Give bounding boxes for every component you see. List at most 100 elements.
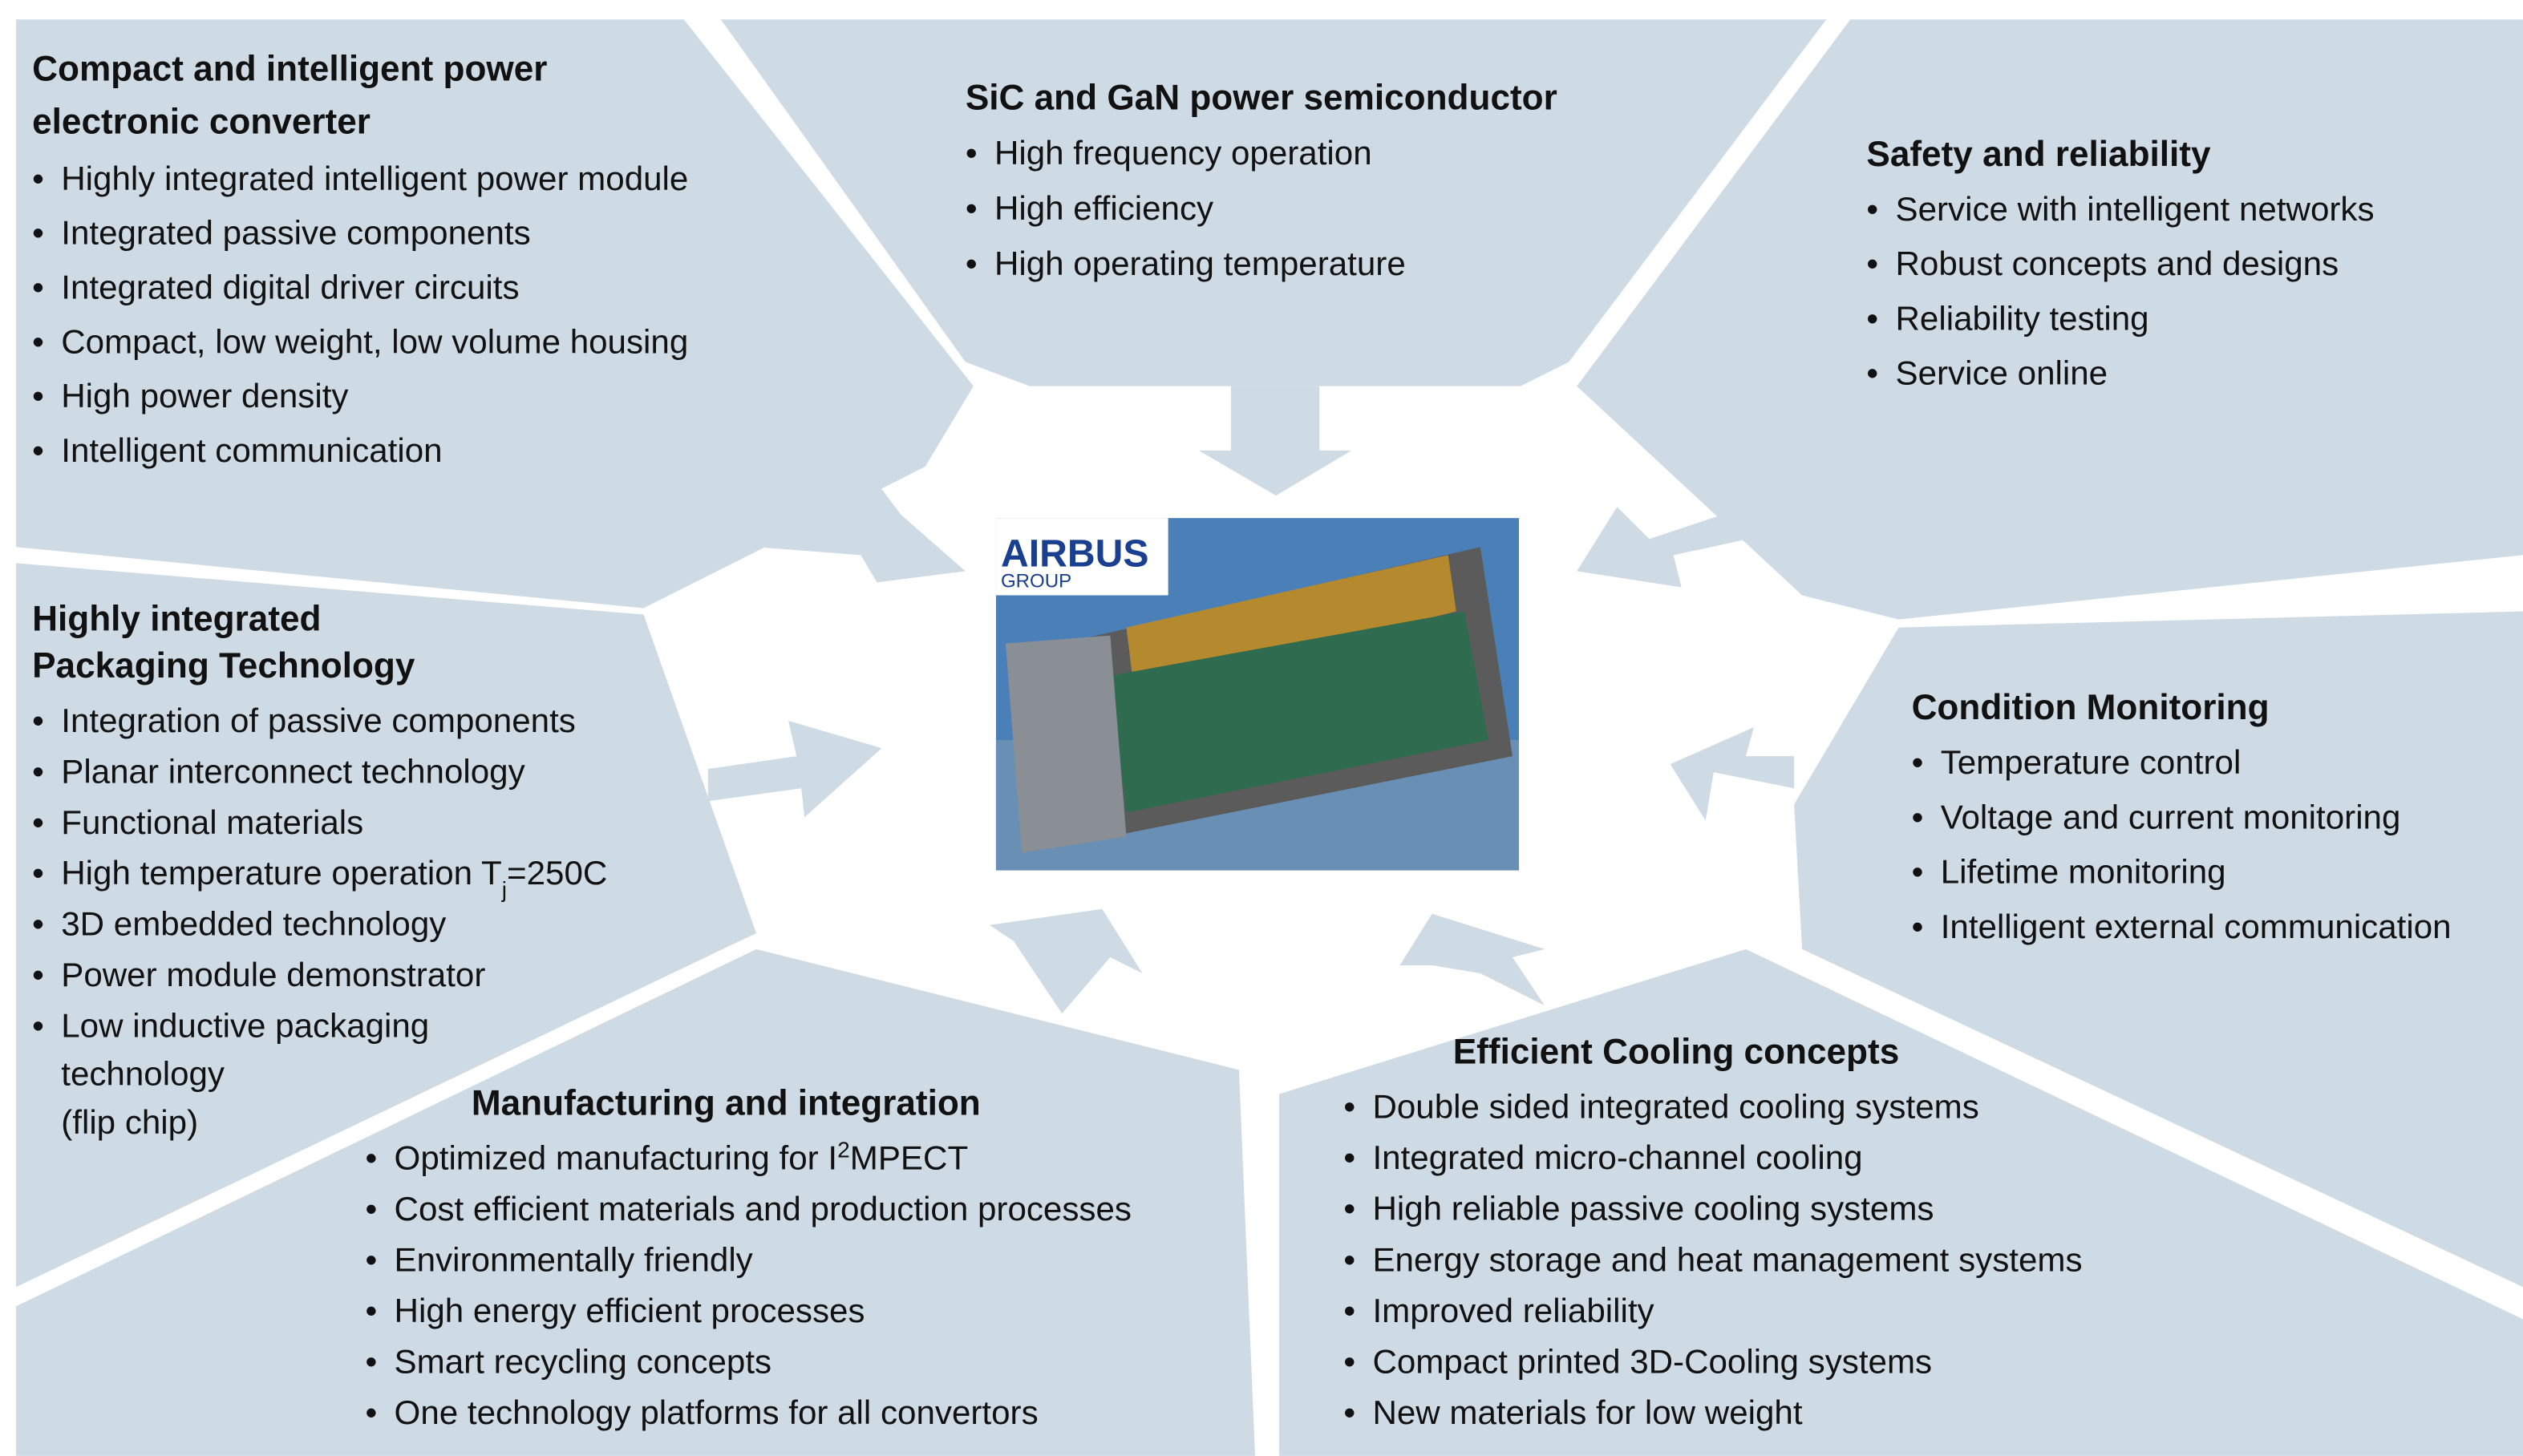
bullet: •	[1343, 1292, 1355, 1329]
bullet-item: High operating temperature	[994, 245, 1406, 282]
page: AIRBUS GROUP Compact and intelligent pow…	[0, 0, 2523, 1456]
panel-title: Compact and intelligent power	[32, 49, 547, 88]
panel-title: Condition Monitoring	[1912, 688, 2270, 727]
bullet-item: Cost efficient materials and production …	[395, 1190, 1132, 1227]
bullet-item: Service online	[1896, 354, 2108, 392]
bullet: •	[1866, 245, 1878, 282]
bullet: •	[32, 1006, 44, 1044]
bullet: •	[1912, 798, 1924, 835]
panel-title: Efficient Cooling concepts	[1453, 1032, 1900, 1071]
bullet-item: Reliability testing	[1896, 299, 2149, 337]
bullet-item: Service with intelligent networks	[1896, 190, 2375, 228]
subscript: j	[501, 877, 507, 902]
bullet-item: Robust concepts and designs	[1896, 245, 2339, 282]
bullet: •	[1343, 1393, 1355, 1431]
bullet-item: 3D embedded technology	[61, 905, 446, 943]
bullet-item: Functional materials	[61, 803, 363, 841]
arrow	[1199, 386, 1352, 495]
bullet-item: Improved reliability	[1372, 1292, 1654, 1329]
bullet: •	[1912, 853, 1924, 891]
arrow	[990, 909, 1143, 1013]
bullet: •	[365, 1139, 377, 1177]
bullet-item: Intelligent external communication	[1941, 908, 2452, 945]
bullet-item: Power module demonstrator	[61, 956, 485, 993]
bullet: •	[966, 189, 978, 227]
bullet-item: technology	[61, 1055, 225, 1093]
panel-title: Manufacturing and integration	[472, 1084, 981, 1123]
bullet-item: Optimized manufacturing for I2MPECT	[395, 1137, 969, 1177]
bullet: •	[32, 160, 44, 197]
bullet: •	[365, 1342, 377, 1380]
bullet-item: Voltage and current monitoring	[1941, 798, 2401, 835]
bullet: •	[32, 854, 44, 892]
bullet-item: Integration of passive components	[61, 702, 576, 739]
arrow	[1671, 727, 1794, 820]
bullet-item: High energy efficient processes	[395, 1292, 865, 1329]
bullet: •	[32, 702, 44, 739]
diagram: AIRBUS GROUP Compact and intelligent pow…	[0, 0, 2523, 1456]
bullet-item: High power density	[61, 377, 348, 415]
bullet-item: Environmentally friendly	[395, 1241, 753, 1279]
bullet-item: High frequency operation	[994, 134, 1372, 172]
bullet-item: Smart recycling concepts	[395, 1342, 772, 1380]
panel-title: electronic converter	[32, 103, 371, 142]
logo: AIRBUS	[1001, 532, 1149, 575]
bullet: •	[365, 1292, 377, 1329]
bullet-item: New materials for low weight	[1372, 1393, 1802, 1431]
text-run: =250C	[507, 854, 607, 892]
bullet-item: Temperature control	[1941, 743, 2242, 781]
bullet-item: Double sided integrated cooling systems	[1372, 1088, 1978, 1126]
bullet: •	[32, 214, 44, 252]
bullet-item: Intelligent communication	[61, 431, 442, 469]
bullet-item: High efficiency	[994, 189, 1213, 227]
bullet-item: (flip chip)	[61, 1103, 198, 1141]
bullet: •	[365, 1190, 377, 1227]
bullet: •	[32, 322, 44, 360]
bullet: •	[365, 1393, 377, 1431]
bullet: •	[1866, 354, 1878, 392]
bullet: •	[32, 752, 44, 790]
logo-sub: GROUP	[1001, 570, 1071, 592]
bullet-item: Compact, low weight, low volume housing	[61, 322, 688, 360]
panel-title: SiC and GaN power semiconductor	[966, 79, 1557, 118]
bullet-item: One technology platforms for all convert…	[395, 1393, 1039, 1431]
panel-title: Packaging Technology	[32, 646, 415, 686]
bullet-item: Integrated digital driver circuits	[61, 268, 519, 305]
bullet-item: Compact printed 3D-Cooling systems	[1372, 1343, 1932, 1381]
bullet: •	[966, 134, 978, 172]
arrow	[708, 721, 882, 817]
bullet-item: Low inductive packaging	[61, 1006, 429, 1044]
bullet: •	[1912, 908, 1924, 945]
bullet: •	[1343, 1190, 1355, 1227]
bullet: •	[1343, 1088, 1355, 1126]
bullet-item: High reliable passive cooling systems	[1372, 1190, 1934, 1227]
bullet: •	[365, 1241, 377, 1279]
bullet: •	[32, 905, 44, 943]
panel-title: Highly integrated	[32, 600, 321, 639]
text-run: Optimized manufacturing for I	[395, 1139, 838, 1177]
bullet: •	[32, 377, 44, 415]
bullet: •	[1343, 1240, 1355, 1278]
bullet-item: Lifetime monitoring	[1941, 853, 2226, 891]
bullet-item: Energy storage and heat management syste…	[1372, 1240, 2082, 1278]
bullet: •	[32, 803, 44, 841]
bullet-item: Integrated passive components	[61, 214, 530, 252]
supscript: 2	[837, 1137, 850, 1162]
bullet: •	[966, 245, 978, 282]
bullet-item: Highly integrated intelligent power modu…	[61, 160, 688, 197]
text-run: High temperature operation T	[61, 854, 502, 892]
bullet-item: Integrated micro-channel cooling	[1372, 1139, 1862, 1176]
bullet: •	[1866, 190, 1878, 228]
bullet: •	[1343, 1343, 1355, 1381]
bullet: •	[1866, 299, 1878, 337]
arrow	[1400, 914, 1545, 1005]
bullet: •	[1912, 743, 1924, 781]
text-run: MPECT	[850, 1139, 968, 1177]
bullet-item: Planar interconnect technology	[61, 752, 524, 790]
bullet: •	[32, 431, 44, 469]
bullet: •	[1343, 1139, 1355, 1176]
bullet: •	[32, 956, 44, 993]
bullet: •	[32, 268, 44, 305]
center-image: AIRBUS GROUP	[996, 518, 1519, 870]
panel-title: Safety and reliability	[1866, 135, 2211, 174]
